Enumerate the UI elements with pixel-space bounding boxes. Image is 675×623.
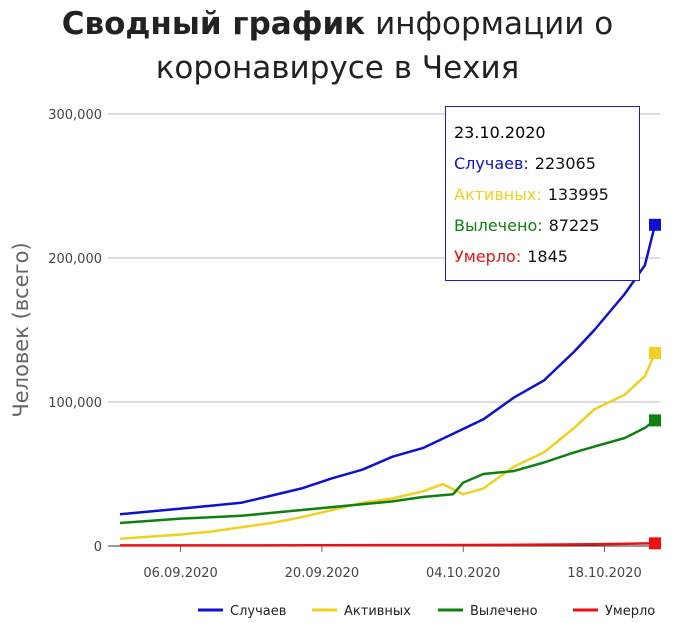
legend-label[interactable]: Активных <box>344 604 411 619</box>
y-axis-label: Человек (всего) <box>9 242 33 417</box>
x-tick-label: 18.10.2020 <box>567 566 641 581</box>
tooltip-row-value: 1845 <box>527 247 568 266</box>
tooltip-row-value: 223065 <box>534 154 596 173</box>
legend-label[interactable]: Случаев <box>230 604 286 619</box>
chart-title-bold: Сводный график <box>61 6 366 42</box>
legend-label[interactable]: Умерло <box>605 604 655 619</box>
x-tick-label: 06.09.2020 <box>143 566 217 581</box>
tooltip-date: 23.10.2020 <box>454 123 546 142</box>
series-end-marker[interactable] <box>649 537 661 550</box>
chart-title: Сводный график информации о коронавирусе… <box>0 2 675 90</box>
legend-label[interactable]: Вылечено <box>470 604 538 619</box>
tooltip-row-value: 133995 <box>547 185 609 204</box>
tooltip-row-label: Вылечено: <box>454 216 543 235</box>
tooltip-row: Вылечено: 87225 <box>454 210 631 241</box>
tooltip-row-value: 87225 <box>548 216 600 235</box>
y-tick-label: 200,000 <box>48 252 102 267</box>
series-line <box>119 224 657 516</box>
tooltip-rows: Случаев: 223065 Активных: 133995 Вылечено: 87… <box>454 148 631 272</box>
series-end-marker[interactable] <box>649 347 661 360</box>
tooltip-row-label: Умерло: <box>454 247 522 266</box>
tooltip-row-label: Случаев: <box>454 154 529 173</box>
hover-tooltip: 23.10.2020 Случаев: 223065 Активных: 133995… <box>445 106 640 281</box>
x-tick-label: 20.09.2020 <box>285 566 359 581</box>
y-tick-label: 100,000 <box>48 396 102 411</box>
series-line <box>120 542 656 547</box>
series-end-marker[interactable] <box>649 218 661 231</box>
tooltip-row: Умерло: 1845 <box>454 241 631 272</box>
y-tick-label: 300,000 <box>48 108 102 123</box>
series-line <box>119 352 657 541</box>
chart-title-line2: коронавирусе в Чехия <box>155 50 520 86</box>
chart-title-rest: информации о <box>365 6 614 42</box>
tooltip-row-label: Активных: <box>454 185 542 204</box>
tooltip-row: Случаев: 223065 <box>454 148 631 179</box>
x-tick-label: 04.10.2020 <box>426 566 500 581</box>
series-line <box>119 419 656 525</box>
series-end-marker[interactable] <box>649 414 661 427</box>
tooltip-row: Активных: 133995 <box>454 179 631 210</box>
y-tick-label: 0 <box>94 540 102 555</box>
